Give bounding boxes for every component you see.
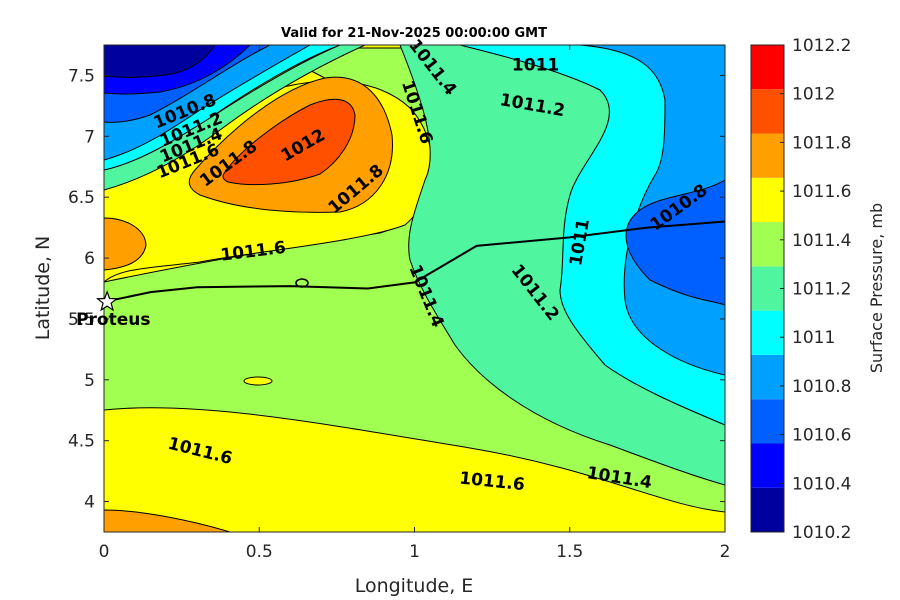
colorbar-tick-label: 1011 (792, 328, 835, 348)
y-axis: 4 4.5 5 5.5 6 6.5 7 7.5 (68, 66, 725, 513)
track-line (104, 220, 725, 303)
colorbar-swatch (751, 266, 784, 311)
colorbar-swatch (751, 487, 784, 532)
colorbar-swatch (751, 45, 784, 90)
colorbar-tick-label: 1011.4 (792, 231, 851, 251)
colorbar-swatch (751, 222, 784, 267)
colorbar-tick-label: 1012 (792, 85, 835, 105)
y-tick-label: 6.5 (68, 188, 95, 208)
band-1010.6-right (625, 179, 725, 306)
colorbar-tick-label: 1010.4 (792, 474, 851, 494)
colorbar-label: Surface Pressure, mb (867, 203, 886, 373)
y-tick-label: 5 (84, 371, 95, 391)
chart-title: Valid for 21-Nov-2025 00:00:00 GMT (281, 26, 547, 41)
y-tick-label: 4.5 (68, 432, 95, 452)
colorbar-swatch (751, 399, 784, 444)
colorbar-tick-label: 1010.8 (792, 377, 851, 397)
x-tick-label: 2 (720, 542, 731, 562)
y-tick-label: 7 (84, 127, 95, 147)
colorbar-tick-label: 1011.2 (792, 280, 851, 300)
contour-field (104, 45, 725, 532)
colorbar-swatch (751, 354, 784, 400)
colorbar-swatch (751, 89, 784, 134)
x-tick-label: 0.5 (246, 542, 273, 562)
x-tick-label: 1 (409, 542, 420, 562)
site-marker: Proteus (76, 290, 151, 330)
y-axis-label: Latitude, N (32, 236, 54, 341)
x-tick-label: 0 (99, 542, 110, 562)
y-tick-label: 4 (84, 493, 95, 513)
colorbar-swatch (751, 133, 784, 178)
colorbar-swatch (751, 177, 784, 223)
x-tick-label: 1.5 (556, 542, 583, 562)
star-icon (95, 290, 119, 312)
colorbar-tick-label: 1011.6 (792, 182, 851, 202)
y-tick-label: 7.5 (68, 66, 95, 86)
track-loop (295, 278, 309, 288)
colorbar-tick-label: 1010.6 (792, 426, 851, 446)
site-label: Proteus (76, 310, 150, 330)
band-1012 (222, 98, 356, 186)
y-tick-label: 5.5 (68, 310, 95, 330)
contour-label: 1011 (512, 55, 559, 75)
colorbar-tick-label: 1012.2 (792, 36, 851, 56)
colorbar-tick-label: 1010.2 (792, 523, 851, 543)
x-axis: 0 0.5 1 1.5 2 (99, 45, 731, 562)
band-1011.8-left (104, 217, 147, 271)
colorbar-swatch (751, 443, 784, 488)
colorbar: 1010.2 1010.4 1010.6 1010.8 1011 1011.2 1011.4… (750, 36, 851, 543)
x-axis-label: Longitude, E (355, 575, 474, 597)
y-tick-label: 6 (84, 249, 95, 269)
colorbar-swatch (751, 310, 784, 355)
band-1010.2 (104, 45, 216, 78)
band-1011.6-oval (243, 376, 273, 386)
colorbar-tick-label: 1011.8 (792, 133, 851, 153)
